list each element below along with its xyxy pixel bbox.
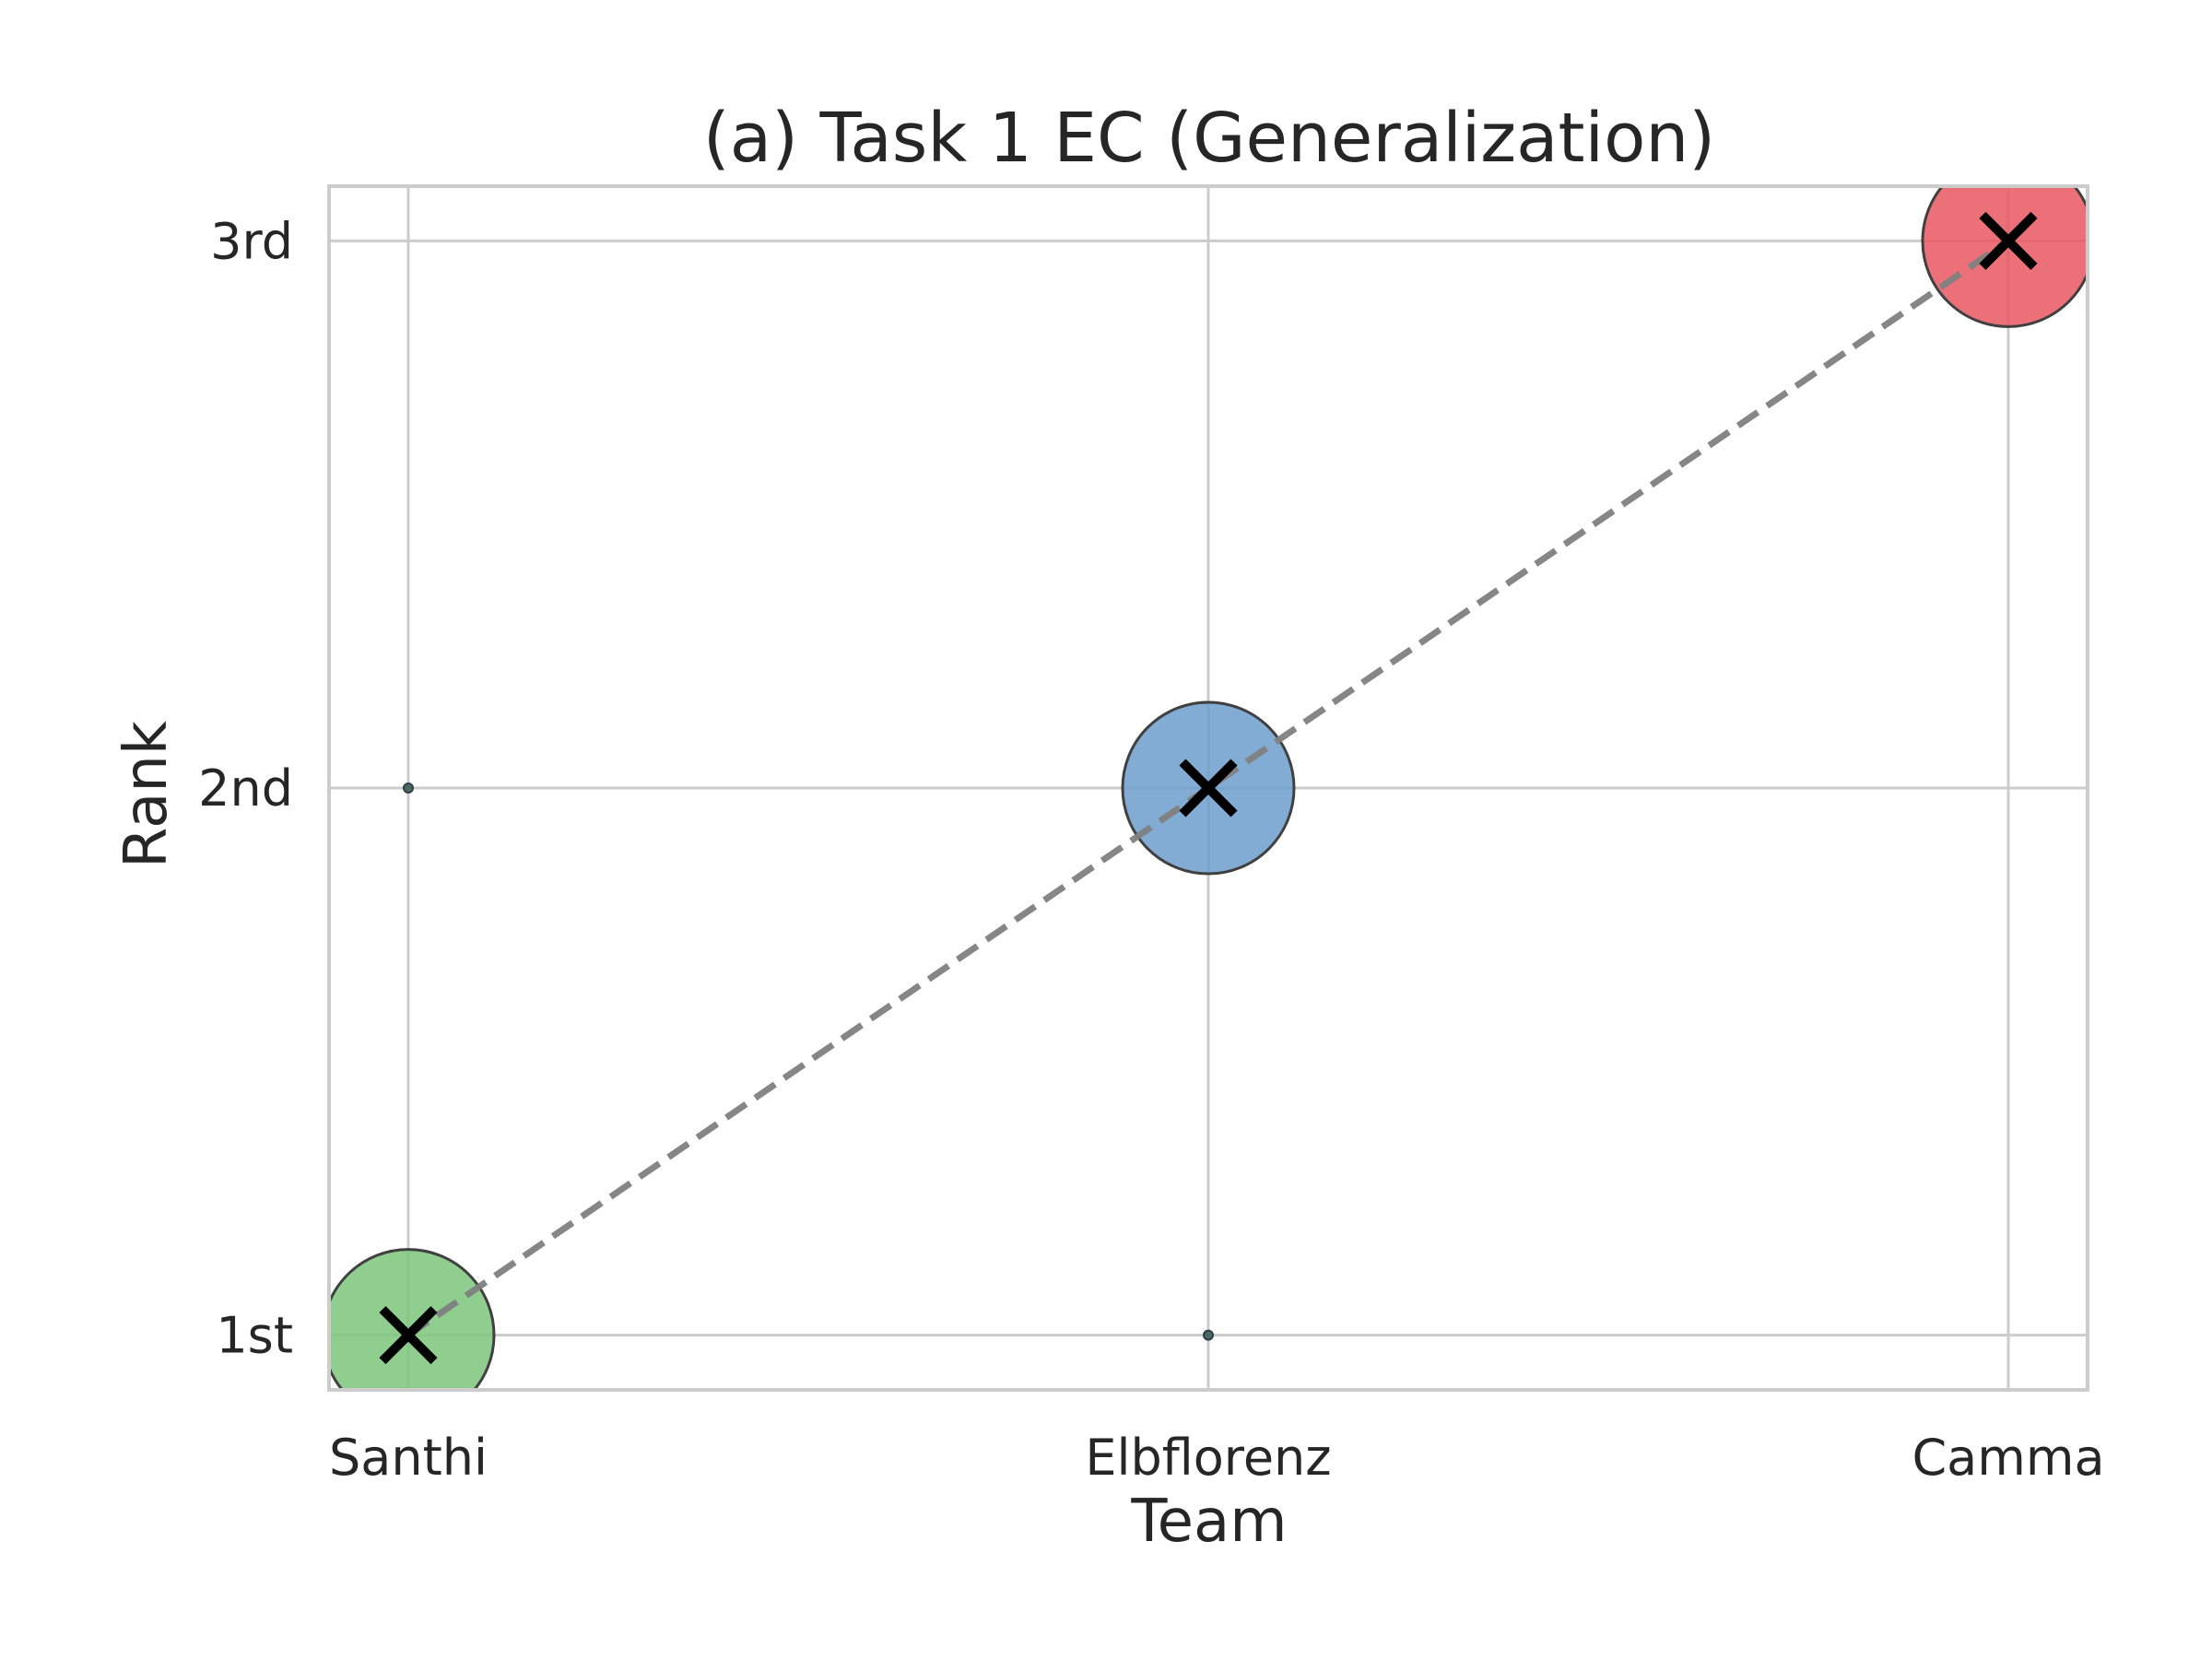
minor-point (403, 782, 414, 794)
x-marker-stroke (1179, 759, 1238, 818)
x-marker-stroke (379, 1306, 438, 1365)
x-marker-stroke (1979, 211, 2038, 270)
y-tick-label: 2nd (198, 759, 293, 818)
y-axis-label: Rank (112, 721, 181, 868)
chart-title: (a) Task 1 EC (Generalization) (703, 99, 1715, 178)
minor-point (1203, 1329, 1214, 1341)
rank-bubble (1921, 186, 2088, 328)
x-marker (1979, 211, 2038, 270)
y-tick-label: 3rd (210, 212, 293, 270)
x-tick-labels: Santhi Elbflorenz Camma (329, 1429, 2105, 1487)
points-layer (329, 186, 2088, 1390)
rank-bubble (329, 1248, 496, 1390)
x-tick-label: Camma (1912, 1429, 2104, 1487)
x-axis-label: Team (1130, 1488, 1287, 1556)
y-tick-labels: 1st 2nd 3rd (198, 212, 293, 1364)
x-marker (379, 1306, 438, 1365)
plot-frame (327, 184, 2089, 1392)
x-tick-label: Santhi (329, 1429, 488, 1487)
x-marker (1179, 759, 1238, 818)
x-tick-label: Elbflorenz (1085, 1429, 1331, 1487)
y-tick-label: 1st (216, 1307, 293, 1365)
